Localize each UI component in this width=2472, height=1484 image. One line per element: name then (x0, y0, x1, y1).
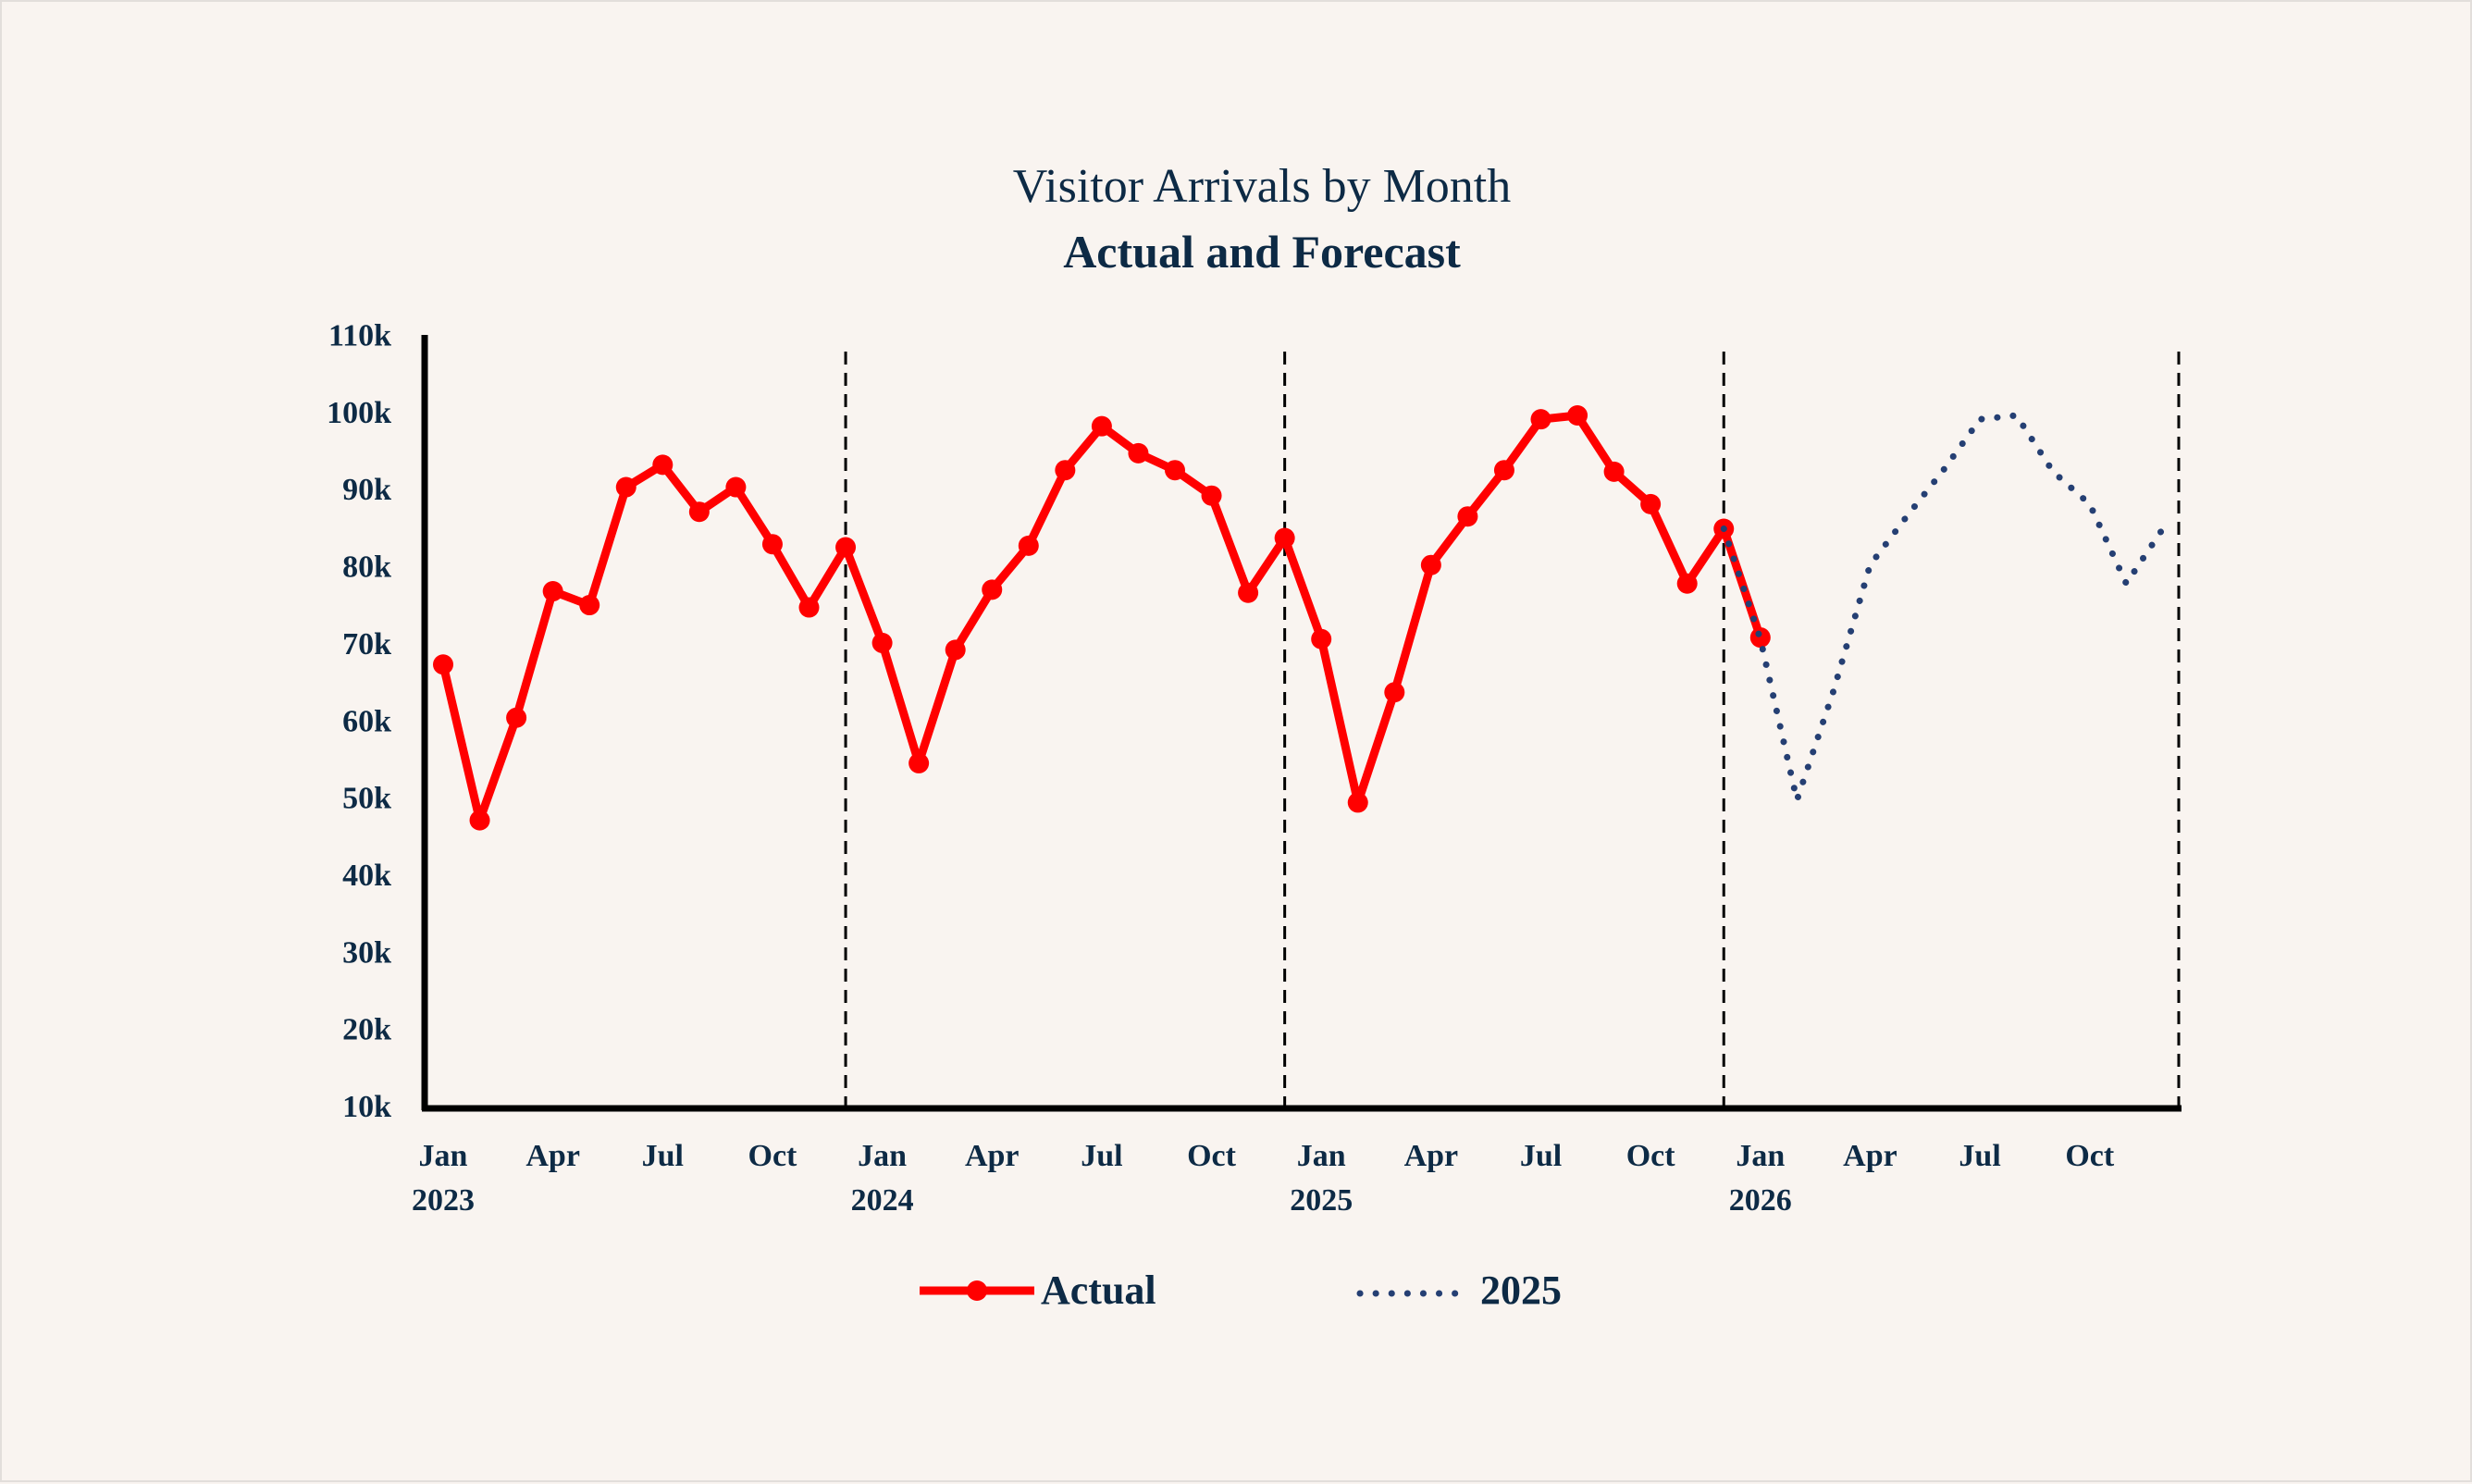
x-tick-month: Oct (2065, 1139, 2115, 1173)
data-point-actual (1530, 409, 1551, 430)
y-tick-label: 20k (342, 1013, 391, 1047)
x-tick-month: Apr (1843, 1139, 1897, 1173)
legend-2025-label: 2025 (1480, 1268, 1562, 1313)
x-tick-month: Oct (1187, 1139, 1237, 1173)
data-point-actual (982, 579, 1003, 600)
data-point-actual (1640, 493, 1662, 514)
data-point-actual (1201, 485, 1222, 506)
data-point-actual (1384, 682, 1405, 703)
x-tick-month: Oct (748, 1139, 798, 1173)
x-tick-month: Apr (525, 1139, 580, 1173)
y-tick-label: 90k (342, 473, 391, 507)
series-actual-line (439, 411, 1765, 825)
x-tick-month: Jan (1736, 1139, 1785, 1173)
data-point-actual (1493, 460, 1514, 481)
legend: Actual 2025 (920, 1268, 1562, 1313)
legend-actual-marker (967, 1280, 987, 1301)
legend-item-actual[interactable]: Actual (920, 1268, 1156, 1313)
data-point-actual (798, 597, 820, 618)
x-tick-year: 2023 (412, 1183, 475, 1218)
data-point-actual (945, 639, 966, 661)
data-point-actual (1274, 527, 1295, 549)
data-point-actual (506, 707, 527, 728)
data-point-actual (1311, 628, 1332, 649)
data-point-actual (1749, 627, 1771, 649)
x-tick-month: Jul (1081, 1139, 1122, 1173)
data-point-actual (908, 752, 930, 773)
x-tick-month: Jan (858, 1139, 907, 1173)
x-tick-year: 2025 (1290, 1183, 1353, 1218)
data-point-actual (433, 654, 453, 675)
y-tick-label: 50k (342, 782, 391, 816)
data-point-actual (1347, 792, 1368, 813)
series-group (433, 405, 2167, 831)
y-tick-label: 80k (342, 550, 391, 585)
data-point-actual (688, 501, 710, 523)
x-tick-month: Jul (1959, 1139, 2000, 1173)
data-point-actual (761, 534, 783, 555)
data-point-actual (579, 595, 600, 616)
x-tick-month: Jul (1520, 1139, 1562, 1173)
x-tick-month: Jan (1297, 1139, 1346, 1173)
data-point-actual (1091, 415, 1112, 437)
y-tick-label: 10k (342, 1090, 391, 1124)
data-point-actual (469, 810, 490, 831)
data-point-actual (1238, 582, 1259, 603)
data-point-actual (652, 454, 674, 476)
data-point-actual (1165, 460, 1185, 481)
data-point-actual (1055, 460, 1076, 481)
x-tick-year: 2026 (1729, 1183, 1792, 1218)
y-axis-ticks: 10k 20k 30k 40k 50k 60k 70k 80k 90k 100k 110k (327, 319, 391, 1125)
chart-title: Visitor Arrivals by Month (1013, 160, 1512, 213)
chart-subtitle: Actual and Forecast (1063, 226, 1461, 278)
x-tick-month: Jan (419, 1139, 468, 1173)
y-tick-label: 30k (342, 935, 391, 970)
y-tick-label: 70k (342, 627, 391, 662)
series-2025-line (1720, 412, 2167, 804)
data-point-actual (1420, 554, 1441, 575)
data-point-actual (835, 537, 857, 558)
x-tick-year: 2024 (851, 1183, 914, 1218)
x-tick-month: Apr (1404, 1139, 1459, 1173)
data-point-actual (1567, 405, 1588, 427)
data-point-actual (725, 476, 747, 498)
y-tick-label: 110k (328, 319, 391, 353)
y-tick-label: 100k (327, 396, 391, 430)
data-point-actual (615, 476, 637, 498)
legend-actual-label: Actual (1041, 1268, 1156, 1313)
data-point-actual (1676, 573, 1698, 594)
legend-item-2025[interactable]: 2025 (1356, 1268, 1562, 1313)
x-tick-month: Oct (1626, 1139, 1676, 1173)
data-point-actual (542, 581, 563, 602)
y-tick-label: 40k (342, 859, 391, 893)
data-point-actual (871, 632, 893, 653)
x-axis-ticks: Jan 2023 Apr Jul Oct Jan 2024 Apr Jul Oct Jan 2025 A… (412, 1139, 2115, 1218)
y-tick-label: 60k (342, 704, 391, 738)
data-point-actual (1457, 506, 1478, 527)
data-point-actual (1603, 461, 1625, 482)
x-tick-month: Jul (642, 1139, 684, 1173)
data-point-actual (1128, 442, 1149, 464)
data-point-actual (1018, 535, 1039, 556)
x-tick-month: Apr (965, 1139, 1020, 1173)
